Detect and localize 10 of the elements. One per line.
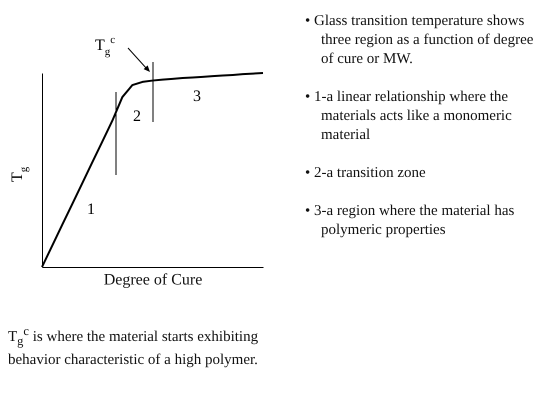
annotation: 2 [133, 108, 141, 125]
text: • Glass transition temperature shows three region as a function of degree of cure or MW. [305, 12, 534, 69]
text: • 2-a transition zone [305, 164, 427, 183]
annotation: 1 [87, 201, 95, 218]
text: • 3-a region where the material has polymeric properties [305, 202, 516, 240]
annotation: 3 [193, 88, 201, 105]
x-axis-title: Degree of Cure [104, 272, 202, 288]
text: • 1-a linear relationship where the materials acts like a monomeric material [305, 88, 513, 145]
text: T$_{g}$$^{c}$ is where the material starts exhibiting behavior characteristic of a high polymer. [8, 323, 260, 370]
y-axis-title: Tg [9, 166, 30, 182]
